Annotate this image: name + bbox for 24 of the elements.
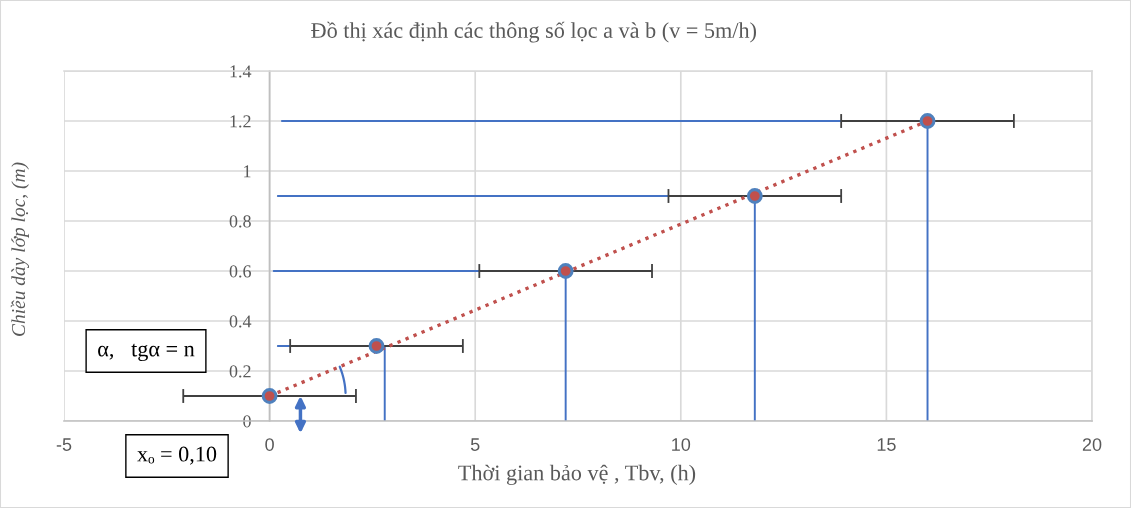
chart-title: Đồ thị xác định các thông số lọc a và b (v = 5m/h) <box>311 21 756 43</box>
y-tick-label: 0 <box>243 415 251 428</box>
point <box>368 338 385 354</box>
point <box>261 388 278 404</box>
y-tick-label: 0.8 <box>229 215 251 228</box>
y-tick-label: 0.6 <box>229 265 252 278</box>
x-tick-label: 15 <box>877 438 896 451</box>
x-tick-label: 5 <box>470 438 480 451</box>
x-tick-label: -5 <box>56 438 72 451</box>
x-tick-label: 20 <box>1082 438 1102 451</box>
y-tick-label: 1 <box>244 165 251 178</box>
y-tick-label: 1.2 <box>230 115 251 128</box>
x-tick-label: 0 <box>265 438 274 451</box>
x-axis-title: Thời gian bảo vệ , Tbv, (h) <box>458 464 696 486</box>
text: xₒ = 0,10 <box>137 446 217 465</box>
y-tick-label: 0.4 <box>229 315 252 328</box>
y-tick-label: 1.4 <box>230 65 252 78</box>
y-axis-title: Chiều dày lớp lọc, (m) <box>10 162 30 336</box>
point <box>919 113 936 129</box>
point <box>557 263 574 279</box>
point <box>746 188 763 204</box>
x-tick-label: 10 <box>672 438 691 451</box>
annotation: α, tgα = n <box>98 343 195 362</box>
y-tick-label: 0.2 <box>229 365 251 378</box>
